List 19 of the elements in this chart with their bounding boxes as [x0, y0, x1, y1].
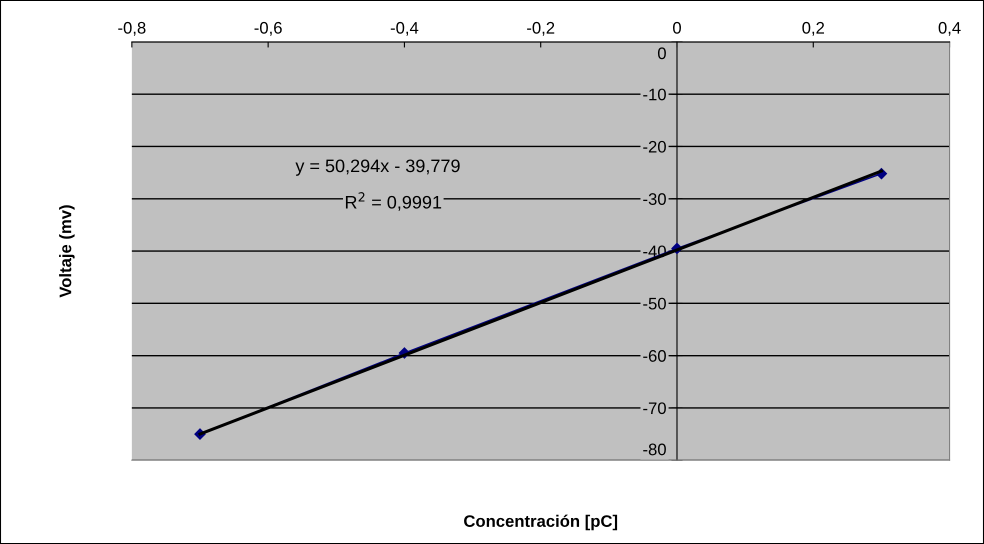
x-tick-label: -0,8: [118, 22, 146, 36]
annotation: R$^{2}$ = 0,9991: [346, 192, 442, 211]
x-axis-title: Concentración [pC]: [464, 514, 618, 530]
x-tick-label: 0,2: [802, 22, 824, 36]
x-tick-label: -0,4: [390, 22, 418, 36]
y-tick-label: -30: [643, 193, 666, 205]
y-tick-label: -60: [643, 350, 666, 362]
y-axis-title: Voltaje (mv): [59, 205, 75, 298]
y-tick-label: -70: [643, 402, 666, 414]
y-tick-label: -10: [643, 88, 666, 100]
y-tick-label: -20: [643, 140, 666, 153]
x-tick-label: -0,6: [254, 22, 282, 36]
x-tick-label: 0: [673, 22, 681, 34]
y-tick-label: 0: [658, 47, 666, 60]
annotation: y = 50,294x - 39,779: [295, 159, 460, 176]
y-tick-label: -50: [643, 298, 666, 310]
y-tick-label: -80: [643, 444, 666, 456]
x-tick-label: -0,2: [527, 22, 554, 36]
x-tick-label: 0,4: [938, 22, 961, 36]
